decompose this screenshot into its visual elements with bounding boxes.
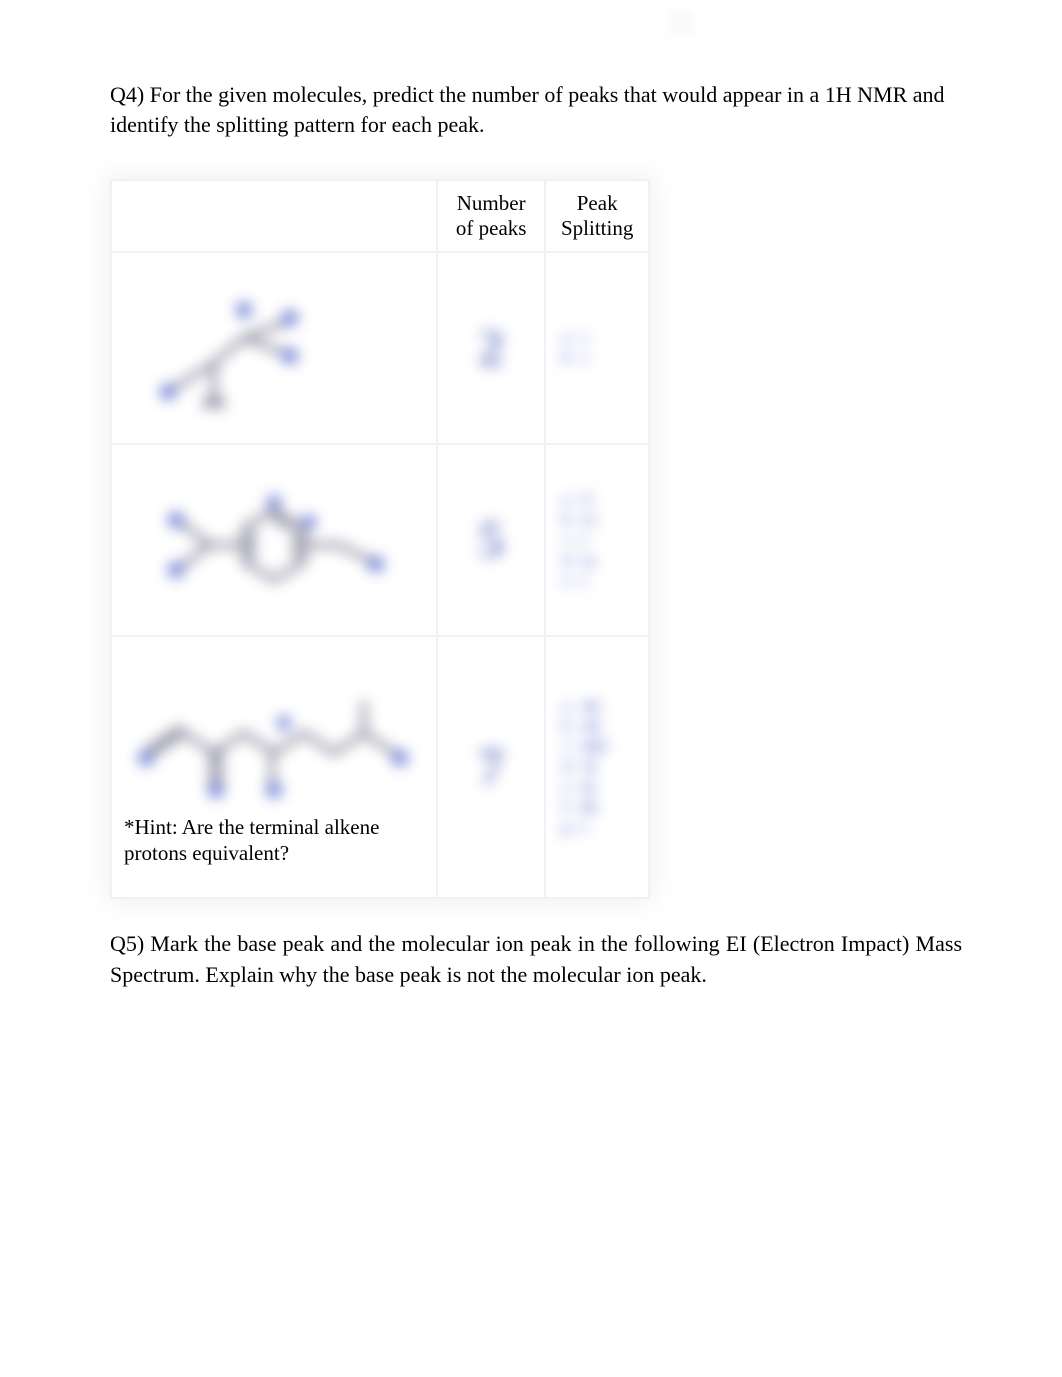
splitting-answer-3: a - dd b - dd c - ddd d - dt e - dt f - …: [558, 697, 636, 839]
num-peaks-cell-2: 5: [437, 444, 545, 636]
split-line: a - d: [562, 490, 636, 510]
split-line: c - ddd: [562, 737, 636, 757]
split-line: a - s: [562, 328, 636, 348]
molecule-structure-1: [124, 268, 364, 428]
header-splitting: Peak Splitting: [545, 180, 649, 252]
splitting-cell-1: a - s b - s: [545, 252, 649, 444]
nmr-table-wrap: Number of peaks Peak Splitting: [110, 179, 650, 899]
splitting-cell-2: a - d b - m c - s d - m e - t: [545, 444, 649, 636]
molecule-cell-1: [111, 252, 437, 444]
molecule-structure-2: [124, 480, 424, 600]
split-line: b - dd: [562, 717, 636, 737]
num-peaks-answer-1: 2: [450, 319, 532, 378]
num-peaks-cell-3: 7: [437, 636, 545, 898]
nmr-table: Number of peaks Peak Splitting: [110, 179, 650, 899]
table-row: *Hint: Are the terminal alkene protons e…: [111, 636, 649, 898]
molecule-cell-2: [111, 444, 437, 636]
page: Q4) For the given molecules, predict the…: [0, 0, 1062, 1377]
table-row: 2 a - s b - s: [111, 252, 649, 444]
header-num-peaks: Number of peaks: [437, 180, 545, 252]
split-line: b - m: [562, 510, 636, 530]
molecule-structure-3: [124, 668, 424, 808]
question-4-text: Q4) For the given molecules, predict the…: [110, 80, 962, 139]
split-line: e - t: [562, 571, 636, 591]
molecule-cell-3: *Hint: Are the terminal alkene protons e…: [111, 636, 437, 898]
split-line: f - dd: [562, 798, 636, 818]
splitting-cell-3: a - dd b - dd c - ddd d - dt e - dt f - …: [545, 636, 649, 898]
splitting-answer-2: a - d b - m c - s d - m e - t: [558, 490, 636, 591]
table-header-row: Number of peaks Peak Splitting: [111, 180, 649, 252]
split-line: c - s: [562, 530, 636, 550]
split-line: g - t: [562, 818, 636, 838]
splitting-answer-1: a - s b - s: [558, 328, 636, 369]
row3-hint: *Hint: Are the terminal alkene protons e…: [124, 814, 424, 867]
table-row: 5 a - d b - m c - s d - m e - t: [111, 444, 649, 636]
split-line: a - dd: [562, 697, 636, 717]
split-line: d - dt: [562, 757, 636, 777]
split-line: b - s: [562, 348, 636, 368]
num-peaks-cell-1: 2: [437, 252, 545, 444]
decorative-dot: [668, 10, 694, 36]
split-line: d - m: [562, 551, 636, 571]
num-peaks-answer-3: 7: [450, 738, 532, 797]
header-molecule: [111, 180, 437, 252]
split-line: e - dt: [562, 778, 636, 798]
num-peaks-answer-2: 5: [450, 511, 532, 570]
question-5-text: Q5) Mark the base peak and the molecular…: [110, 929, 962, 991]
